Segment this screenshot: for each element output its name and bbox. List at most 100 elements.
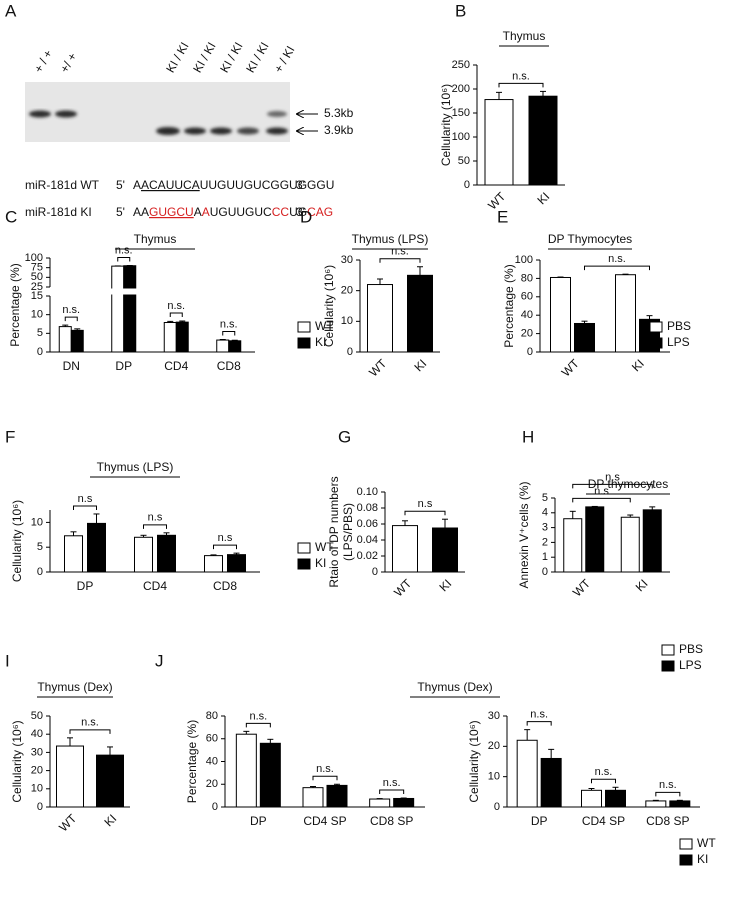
bar [369, 798, 391, 808]
y-tick-label: 0 [527, 346, 533, 358]
annotation: n.s. [383, 777, 401, 789]
lane-label: KI / KI [190, 40, 218, 75]
annotation: n.s. [115, 244, 133, 256]
y-tick-label: 25 [31, 281, 43, 293]
y-axis-label: Cellularity (10⁶) [10, 720, 24, 802]
bracket [498, 82, 544, 88]
y-tick-label: 20 [31, 765, 43, 777]
prime: 3' [296, 205, 305, 219]
annotation: n.s. [249, 710, 267, 722]
y-tick-label: 5 [37, 541, 43, 553]
x-tick-label: WT [391, 576, 415, 600]
y-axis-label: Cellularity (10⁶) [439, 84, 453, 166]
prime: 5' [116, 205, 125, 219]
sequence-label: miR-181d KI [25, 205, 92, 219]
y-tick-label: 0 [37, 346, 43, 358]
legend-swatch [649, 321, 663, 333]
chart-title: Thymus (Dex) [37, 680, 112, 694]
bar [96, 754, 124, 808]
sequence: AAGUGCUAAUGUUGUCCCUGCAG [133, 205, 333, 219]
bar [367, 284, 393, 353]
panel-label: G [338, 427, 351, 446]
bar [64, 535, 83, 573]
annotation: n.s [148, 512, 163, 524]
y-tick-label: 0.04 [357, 534, 378, 546]
annotation: n.s. [530, 709, 548, 721]
seq-seg: UGUUGUC [210, 205, 272, 219]
lane-label: + / KI [271, 44, 297, 76]
bar [235, 733, 257, 808]
bracket [69, 729, 111, 734]
panel-label: D [300, 207, 312, 226]
bar [259, 742, 281, 808]
annotation: n.s. [81, 717, 99, 729]
seq-seg: UG [289, 205, 307, 219]
x-tick-label: CD8 SP [646, 814, 689, 828]
bar [163, 322, 177, 353]
x-tick-label: DP [250, 814, 267, 828]
x-tick-label: KI [411, 356, 429, 374]
bracket [591, 778, 616, 784]
legend-label: KI [315, 335, 326, 349]
x-tick-label: KI [101, 811, 119, 829]
y-tick-label: 20 [488, 740, 500, 752]
sequence-label: miR-181d WT [25, 178, 100, 192]
y-tick-label: 80 [521, 272, 533, 284]
y-tick-label: 5 [37, 327, 43, 339]
panel-label: F [5, 427, 15, 446]
bar [227, 554, 246, 573]
bar [585, 506, 605, 573]
y-tick-label: 30 [341, 254, 353, 266]
legend-swatch [661, 644, 675, 656]
lane-label: + / + [31, 47, 55, 75]
bar [228, 340, 242, 353]
x-tick-label: CD4 [143, 579, 167, 593]
lane-label: KI / KI [217, 40, 245, 75]
lane-label: KI / KI [243, 40, 271, 75]
legend-label: KI [697, 852, 708, 866]
legend-label: LPS [679, 658, 702, 672]
bracket [572, 497, 631, 503]
lane-label: +/ + [57, 50, 79, 75]
annotation: n.s [218, 532, 233, 544]
legend-label: WT [315, 540, 334, 554]
annotation: n.s [78, 493, 93, 505]
bar [70, 329, 84, 353]
seq-seg: CC [272, 205, 290, 219]
y-tick-label: 100 [515, 254, 533, 266]
legend-label: LPS [667, 335, 690, 349]
band-label: 5.3kb [324, 106, 354, 120]
y-axis-label: Cellularity (10⁶) [10, 500, 24, 582]
bracket [584, 265, 650, 271]
x-tick-label: CD4 [164, 359, 188, 373]
bar [432, 527, 458, 573]
y-tick-label: 10 [341, 315, 353, 327]
y-tick-label: 20 [206, 778, 218, 790]
band-label: 3.9kb [324, 123, 354, 137]
bar [216, 339, 230, 353]
bar [56, 745, 84, 808]
x-tick-label: WT [570, 576, 594, 600]
bracket [169, 312, 183, 318]
y-tick-label: 3 [542, 522, 548, 534]
y-tick-label: 100 [25, 252, 43, 264]
axis-break [44, 288, 255, 295]
y-tick-label: 15 [31, 290, 43, 302]
bar [87, 522, 106, 573]
y-tick-label: 0.06 [357, 518, 378, 530]
y-tick-label: 80 [206, 710, 218, 722]
y-tick-label: 10 [31, 516, 43, 528]
x-tick-label: WT [559, 356, 583, 380]
y-tick-label: 60 [206, 733, 218, 745]
x-tick-label: KI [436, 576, 454, 594]
seq-seg: A [194, 205, 202, 219]
bar [58, 326, 72, 353]
gel-image [25, 82, 290, 142]
y-tick-label: 0 [464, 179, 470, 191]
y-tick-label: 0 [212, 801, 218, 813]
y-tick-label: 0 [494, 801, 500, 813]
x-tick-label: DN [63, 359, 80, 373]
y-axis-label: (LPS/PBS) [341, 503, 355, 561]
seq-seg: GUGCU [149, 205, 194, 219]
y-tick-label: 40 [521, 309, 533, 321]
